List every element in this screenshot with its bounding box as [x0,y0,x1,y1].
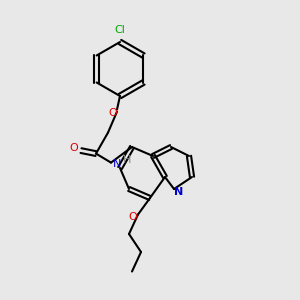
Text: Cl: Cl [115,25,125,35]
Text: N: N [113,159,121,169]
Text: O: O [108,107,117,118]
Text: H: H [123,154,132,165]
Text: O: O [128,212,137,222]
Text: O: O [69,142,78,153]
Text: N: N [174,187,183,197]
